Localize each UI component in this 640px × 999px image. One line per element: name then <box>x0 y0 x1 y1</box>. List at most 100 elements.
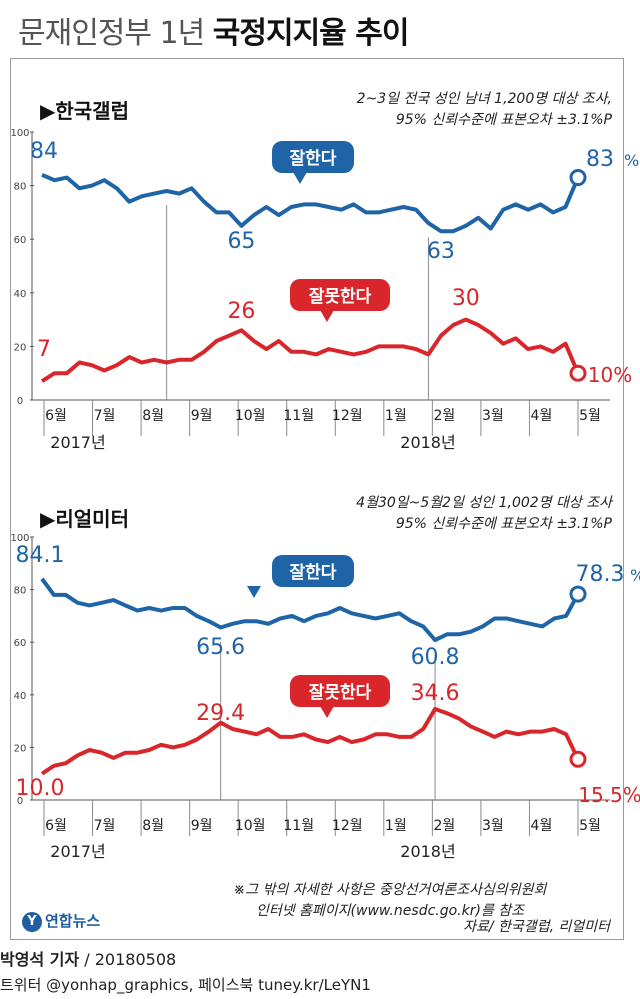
approve-series-line <box>41 173 580 234</box>
approve-end-unit: % <box>630 566 640 585</box>
disapprove-high2-label: 34.6 <box>411 681 460 706</box>
yonhap-logo-icon: Y <box>22 911 42 932</box>
disapprove-bubble-tail <box>320 706 334 718</box>
approve-end-label: 83 <box>586 147 614 172</box>
year-label: 2018년 <box>400 433 455 452</box>
x-tick-label: 3월 <box>482 818 504 834</box>
reporter-name: 박영석 기자 <box>0 950 80 969</box>
section-title: ▶한국갤럽 <box>40 99 129 123</box>
y-tick-label: 80 <box>14 586 27 597</box>
approve-end-unit: % <box>624 151 639 170</box>
x-tick-label: 7월 <box>94 408 116 424</box>
headline-bold: 국정지지율 추이 <box>212 16 410 51</box>
footnote: ※그 밖의 자세한 사항은 중앙선거여론조사심의위원회 인터넷 홈페이지(www… <box>170 880 610 922</box>
disapprove-high2-label: 30 <box>452 286 480 311</box>
approve-end-label: 78.3 <box>576 562 625 587</box>
x-tick-label: 11월 <box>283 408 314 424</box>
disapprove-bubble-label: 잘못한다 <box>309 286 372 307</box>
year-label: 2017년 <box>50 433 105 452</box>
x-tick-label: 12월 <box>332 818 363 834</box>
x-tick-label: 1월 <box>385 408 407 424</box>
disapprove-end-marker <box>569 364 587 382</box>
approve-end-marker <box>569 585 587 603</box>
approve-low2-label: 63 <box>427 239 455 264</box>
x-tick-label: 2월 <box>433 408 455 424</box>
source-note: 자료/ 한국갤럽, 리얼미터 <box>463 919 610 935</box>
approve-bubble-label: 잘한다 <box>290 148 337 169</box>
x-tick-label: 2월 <box>433 818 455 834</box>
y-tick-label: 0 <box>17 796 23 807</box>
x-tick-label: 11월 <box>283 818 314 834</box>
approve-bubble-tail <box>247 586 261 598</box>
disapprove-bubble-label: 잘못한다 <box>309 682 372 703</box>
disapprove-series-line <box>40 317 580 383</box>
headline: 문재인정부 1년 국정지지율 추이 <box>18 8 410 52</box>
approve-low1-label: 65.6 <box>196 635 245 660</box>
disapprove-bubble-box <box>290 675 390 707</box>
approve-bubble-label: 잘한다 <box>290 562 337 583</box>
yonhap-logo-text: 연합뉴스 <box>45 912 101 930</box>
method-note-line: 95% 신뢰수준에 표본오차 ±3.1%P <box>396 112 613 128</box>
y-tick-label: 100 <box>10 533 29 544</box>
y-tick-label: 20 <box>14 743 27 754</box>
x-tick-label: 7월 <box>94 818 116 834</box>
section-title: ▶리얼미터 <box>40 507 129 531</box>
year-label: 2018년 <box>400 842 455 861</box>
y-tick-label: 40 <box>14 691 27 702</box>
x-tick-label: 9월 <box>191 408 213 424</box>
reporter-date: / 20180508 <box>79 950 177 969</box>
x-tick-label: 1월 <box>385 818 407 834</box>
y-tick-label: 80 <box>14 182 27 193</box>
x-tick-label: 3월 <box>482 408 504 424</box>
x-tick-label: 5월 <box>579 408 601 424</box>
y-tick-label: 40 <box>14 289 27 300</box>
footnote-line-1: ※그 밖의 자세한 사항은 중앙선거여론조사심의위원회 <box>233 882 547 898</box>
x-tick-label: 10월 <box>235 408 266 424</box>
y-tick-label: 100 <box>10 128 29 139</box>
disapprove-bubble-box <box>290 279 390 311</box>
x-tick-label: 10월 <box>235 818 266 834</box>
approve-start-label: 84.1 <box>16 543 65 568</box>
disapprove-start-label: 7 <box>37 337 51 362</box>
x-tick-label: 8월 <box>142 408 164 424</box>
chart-frame <box>10 58 624 940</box>
x-tick-label: 8월 <box>142 818 164 834</box>
reporter-credit: 박영석 기자 / 20180508 <box>0 946 176 970</box>
year-label: 2017년 <box>50 842 105 861</box>
y-tick-label: 20 <box>14 342 27 353</box>
x-tick-label: 9월 <box>191 818 213 834</box>
approve-bubble-box <box>272 141 354 173</box>
disapprove-high1-label: 26 <box>227 299 255 324</box>
disapprove-end-label: 15.5% <box>578 783 640 807</box>
headline-thin: 문재인정부 1년 <box>18 16 205 51</box>
approve-end-marker <box>569 169 587 187</box>
footnote-line-2: 인터넷 홈페이지(www.nesdc.go.kr)를 참조 <box>255 903 525 919</box>
approve-low1-label: 65 <box>227 229 255 254</box>
disapprove-series-line <box>40 707 580 776</box>
approve-bubble-tail <box>293 172 307 184</box>
social-credit: 트위터 @yonhap_graphics, 페이스북 tuney.kr/LeYN… <box>0 976 371 994</box>
disapprove-bubble-tail <box>320 310 334 322</box>
method-note-line: 95% 신뢰수준에 표본오차 ±3.1%P <box>396 516 613 532</box>
yonhap-logo: Y 연합뉴스 <box>22 910 100 932</box>
x-tick-label: 12월 <box>332 408 363 424</box>
disapprove-start-label: 10.0 <box>16 776 65 801</box>
approve-low2-label: 60.8 <box>411 645 460 670</box>
x-tick-label: 6월 <box>45 818 67 834</box>
disapprove-end-label: 10% <box>588 363 632 387</box>
approve-start-label: 84 <box>30 139 58 164</box>
method-note-line: 2~3일 전국 성인 남녀 1,200명 대상 조사, <box>357 91 612 107</box>
approve-bubble-box <box>272 555 354 587</box>
x-tick-label: 5월 <box>579 818 601 834</box>
x-tick-label: 4월 <box>531 818 553 834</box>
disapprove-end-marker <box>569 750 587 768</box>
disapprove-high1-label: 29.4 <box>196 701 245 726</box>
y-tick-label: 60 <box>14 235 27 246</box>
y-tick-label: 60 <box>14 638 27 649</box>
y-tick-label: 0 <box>17 396 23 407</box>
x-tick-label: 4월 <box>531 408 553 424</box>
approve-series-line <box>40 577 580 643</box>
x-tick-label: 6월 <box>45 408 67 424</box>
